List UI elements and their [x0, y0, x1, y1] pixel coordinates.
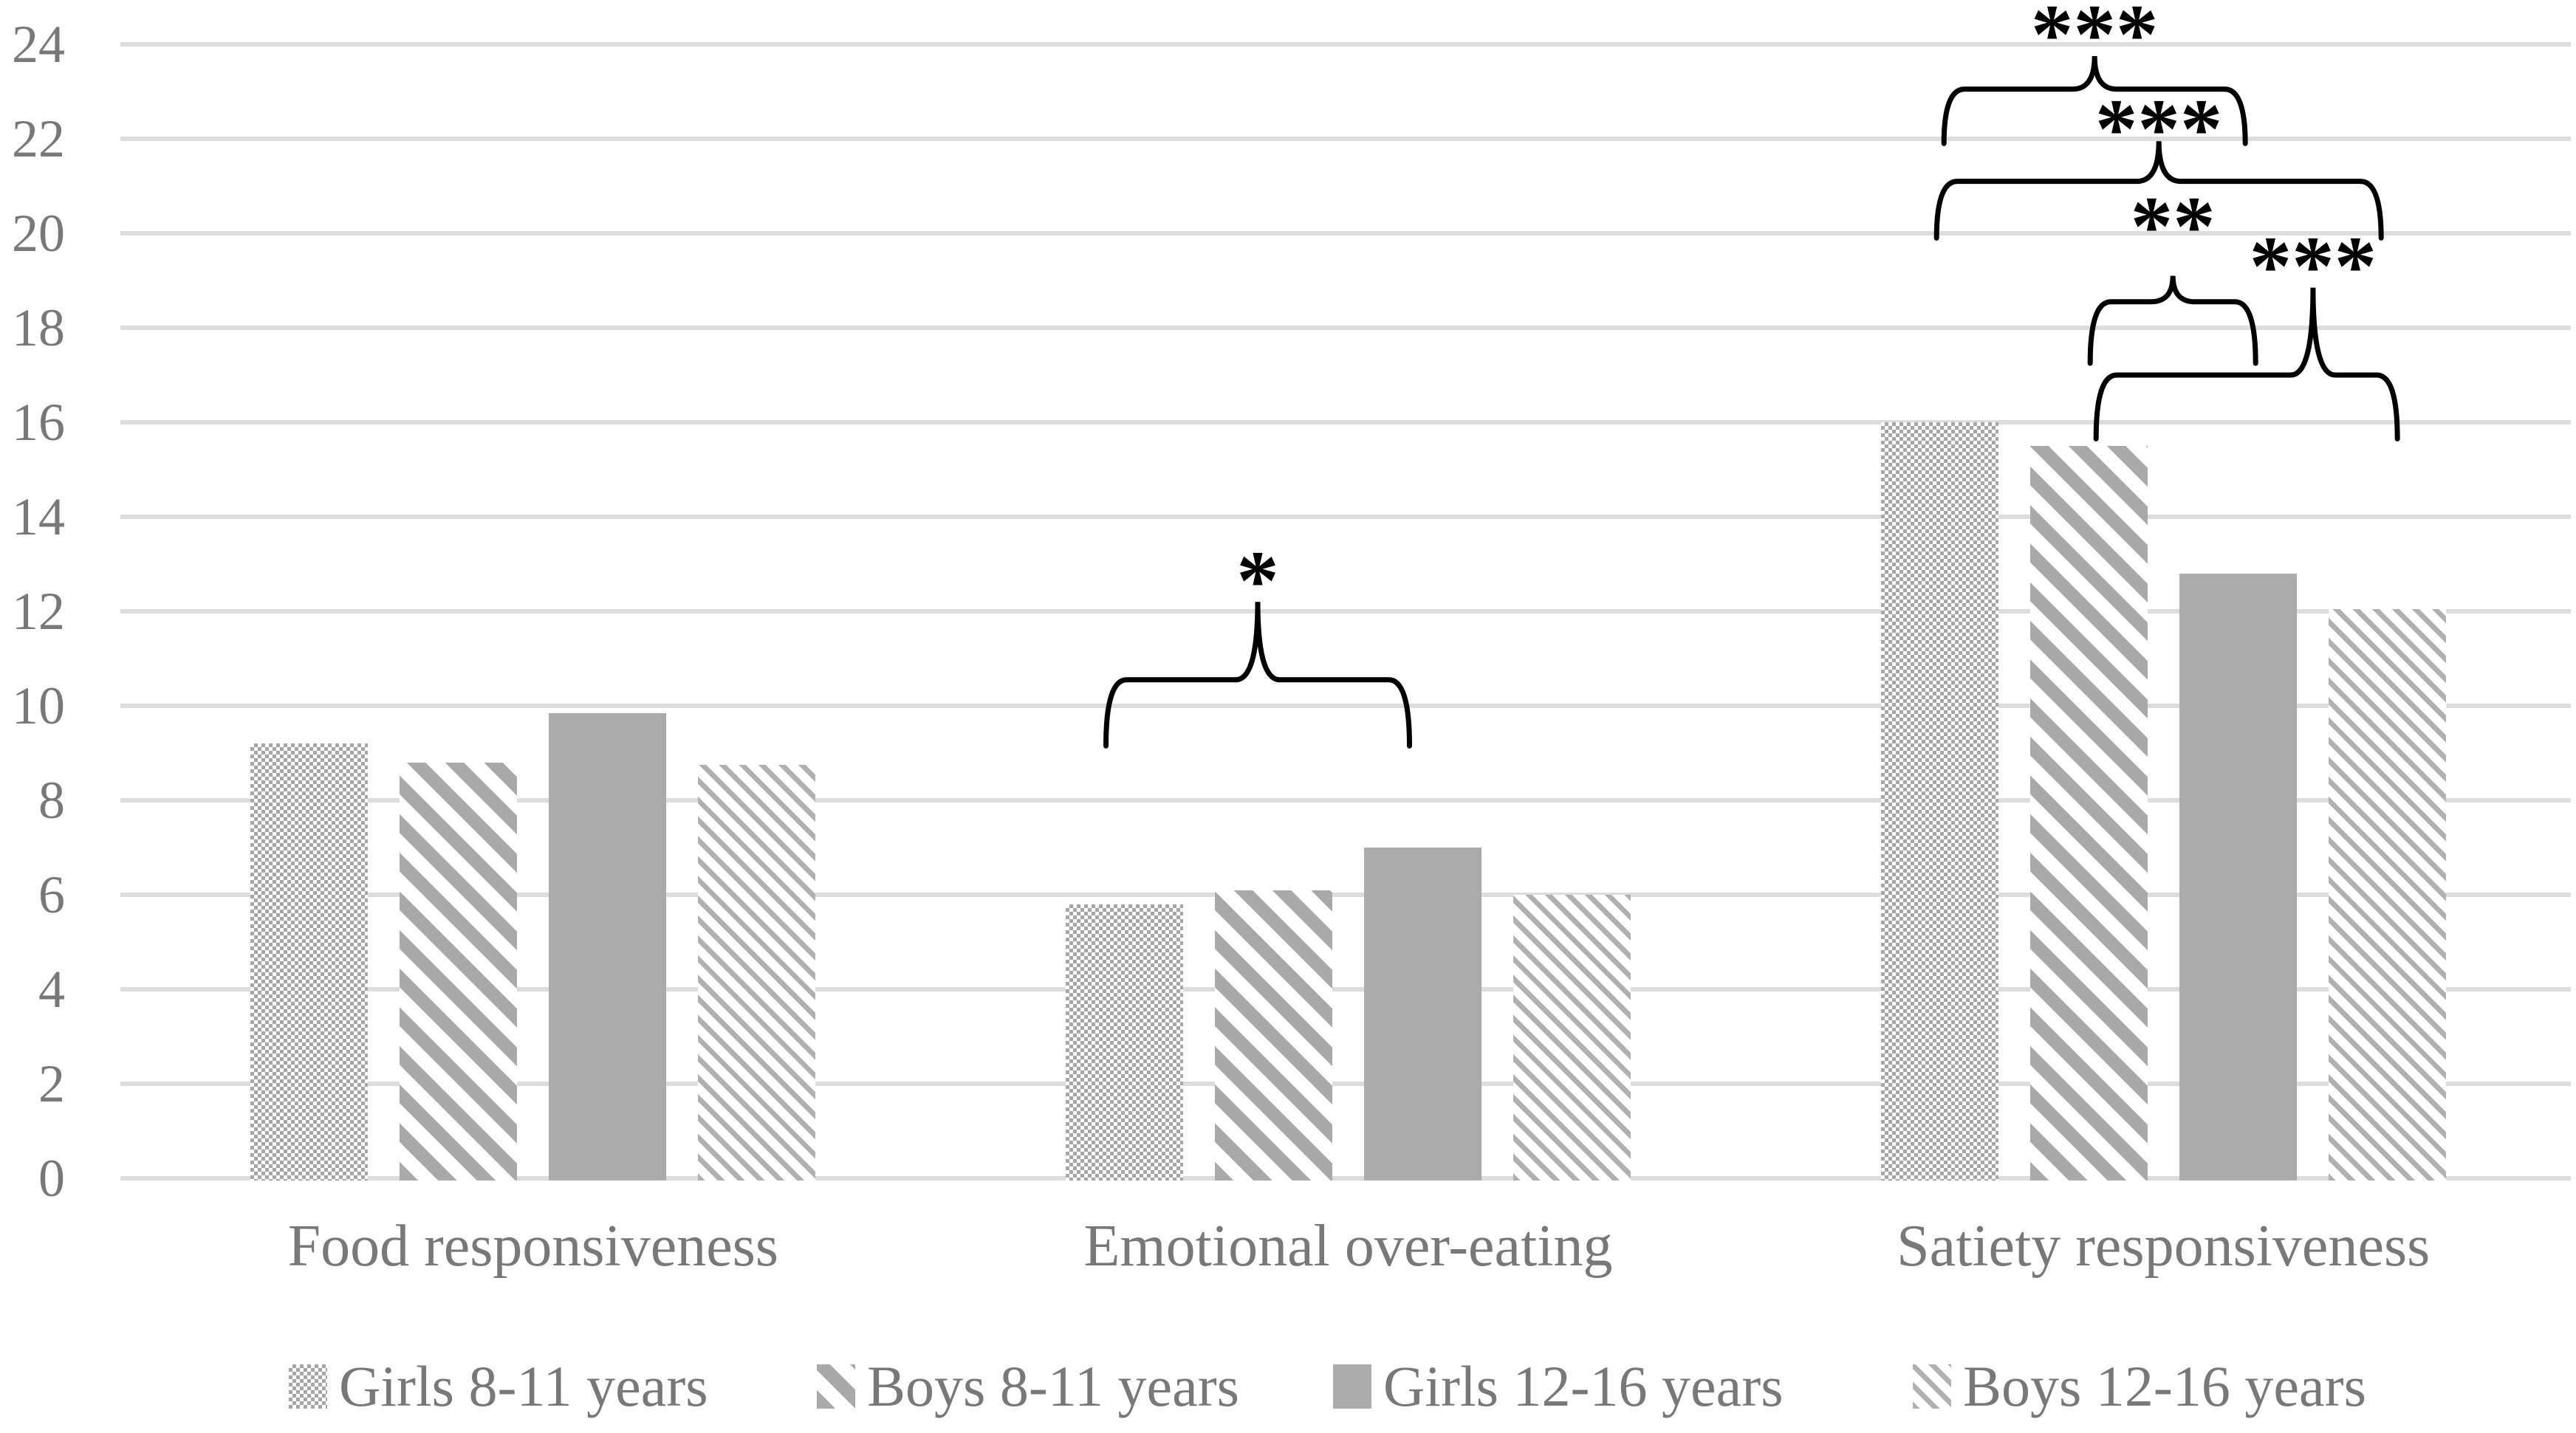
- gridline: [120, 420, 2571, 425]
- gridline: [120, 1176, 2571, 1181]
- bar-girls-8-11-years: [250, 743, 369, 1181]
- y-axis-tick-label: 6: [38, 865, 65, 924]
- bar-girls-8-11-years: [1880, 422, 1998, 1181]
- y-axis-tick-label: 18: [12, 298, 65, 357]
- bar-girls-8-11-years: [1066, 904, 1183, 1181]
- bar-boys-8-11-years: [2029, 446, 2148, 1181]
- y-axis-tick-label: 4: [38, 960, 65, 1019]
- y-axis-tick-label: 8: [38, 771, 65, 830]
- y-axis-tick-label: 16: [12, 393, 65, 452]
- y-axis-tick-label: 24: [12, 15, 65, 74]
- gridline: [120, 987, 2571, 992]
- significance-stars-label: *: [1236, 533, 1279, 628]
- bar-girls-12-16-years: [1364, 848, 1481, 1181]
- bar-boys-8-11-years: [400, 762, 518, 1181]
- significance-stars-label: ***: [2030, 0, 2159, 82]
- legend-swatch: [817, 1364, 855, 1409]
- gridline: [120, 42, 2571, 47]
- category-label: Food responsiveness: [287, 1214, 779, 1279]
- legend-label: Boys 8-11 years: [867, 1354, 1240, 1418]
- category-label: Satiety responsiveness: [1897, 1214, 2431, 1279]
- gridline: [120, 515, 2571, 519]
- gridline: [120, 137, 2571, 141]
- legend-label: Girls 12-16 years: [1383, 1354, 1784, 1418]
- category-label: Emotional over-eating: [1083, 1214, 1613, 1279]
- significance-stars-label: **: [2130, 179, 2216, 273]
- y-axis-tick-label: 2: [38, 1054, 65, 1113]
- legend-label: Boys 12-16 years: [1963, 1354, 2366, 1418]
- y-axis-tick-label: 14: [12, 487, 65, 546]
- legend-label: Girls 8-11 years: [339, 1354, 708, 1418]
- significance-stars-label: ***: [2249, 219, 2377, 313]
- gridline: [120, 798, 2571, 803]
- y-axis-tick-label: 10: [12, 676, 65, 735]
- bar-boys-12-16-years: [1513, 895, 1631, 1181]
- bar-boys-8-11-years: [1215, 890, 1332, 1181]
- bar-girls-12-16-years: [549, 712, 667, 1181]
- legend-swatch: [1333, 1364, 1371, 1409]
- legend-swatch: [1913, 1364, 1951, 1409]
- y-axis-tick-label: 20: [12, 204, 65, 263]
- bar-girls-12-16-years: [2179, 573, 2297, 1181]
- gridline: [120, 326, 2571, 330]
- y-axis-tick-label: 22: [12, 109, 65, 168]
- legend-swatch: [289, 1364, 327, 1409]
- gridline: [120, 1082, 2571, 1086]
- significance-stars-label: ***: [2094, 82, 2223, 176]
- y-axis-tick-label: 0: [38, 1149, 65, 1208]
- bar-boys-12-16-years: [2328, 608, 2446, 1181]
- gridline: [120, 893, 2571, 897]
- bar-boys-12-16-years: [698, 765, 816, 1181]
- y-axis-tick-label: 12: [12, 582, 65, 641]
- gridline: [120, 231, 2571, 236]
- significance-bracket: [2087, 275, 2258, 366]
